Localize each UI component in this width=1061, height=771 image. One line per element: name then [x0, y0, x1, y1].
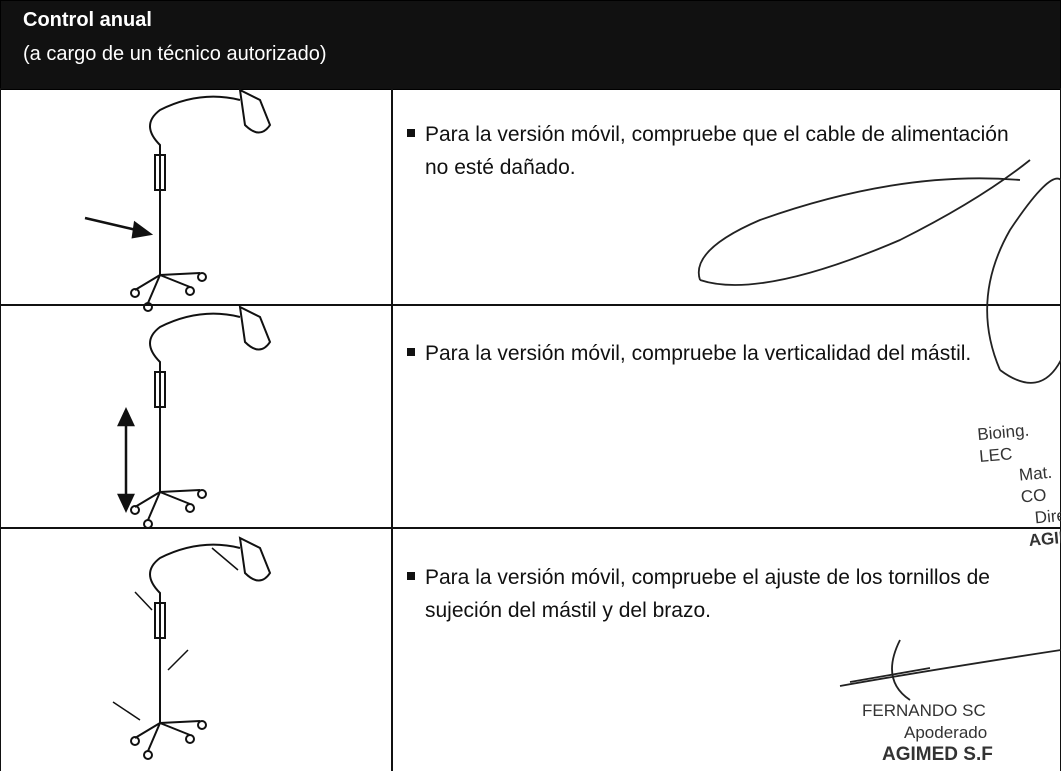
- row-text: Para la versión móvil, compruebe la vert…: [425, 342, 972, 365]
- stamp-line: Bioing. LEC: [976, 420, 1030, 466]
- stamp-line: Mat. CO: [1018, 462, 1053, 507]
- bullet: [407, 129, 415, 137]
- image-cell: [0, 527, 393, 771]
- header: Control anual (a cargo de un técnico aut…: [0, 0, 1061, 90]
- lamp-drawing: [130, 306, 271, 529]
- stamp-line: AGIM: [1027, 527, 1061, 551]
- stamp-line: Apoderado: [904, 723, 988, 742]
- lamp-drawing: [130, 89, 271, 312]
- stamp-line: AGIMED S.F: [882, 744, 993, 765]
- header-title: Control anual: [23, 9, 152, 31]
- lamp-drawing: [130, 537, 271, 760]
- stamp: FERNANDO SC Apoderado AGIMED S.F: [862, 700, 993, 766]
- header-subtitle: (a cargo de un técnico autorizado): [23, 43, 327, 65]
- row-text: Para la versión móvil, compruebe el ajus…: [425, 566, 990, 622]
- stamp-line: FERNANDO SC: [862, 701, 986, 720]
- image-cell: [0, 88, 393, 306]
- row-text: Para la versión móvil, compruebe que el …: [425, 123, 1009, 179]
- stamp: Bioing. LEC Mat. CO Direc AGIM: [976, 416, 1061, 555]
- image-cell: [0, 304, 393, 529]
- bullet: [407, 572, 415, 580]
- bullet: [407, 348, 415, 356]
- stamp-line: Direc: [1033, 505, 1061, 528]
